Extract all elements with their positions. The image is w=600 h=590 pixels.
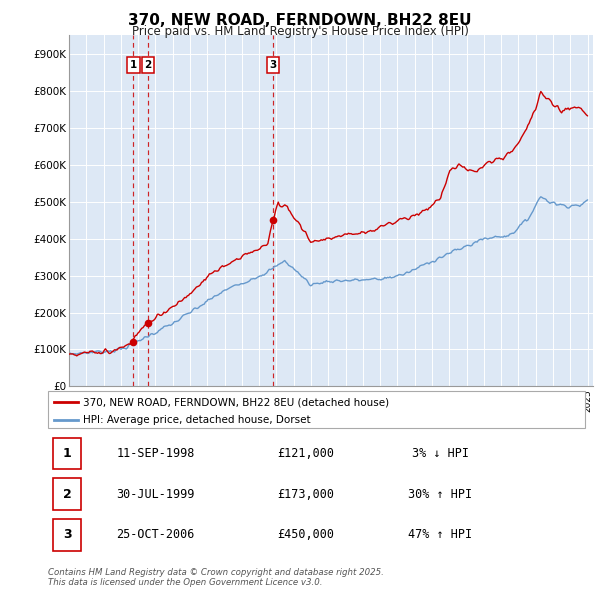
Text: 1: 1 xyxy=(63,447,72,460)
Text: 3: 3 xyxy=(63,528,71,541)
Text: £121,000: £121,000 xyxy=(277,447,334,460)
Text: 370, NEW ROAD, FERNDOWN, BH22 8EU (detached house): 370, NEW ROAD, FERNDOWN, BH22 8EU (detac… xyxy=(83,397,389,407)
Text: HPI: Average price, detached house, Dorset: HPI: Average price, detached house, Dors… xyxy=(83,415,311,425)
Text: 2: 2 xyxy=(63,487,72,501)
Text: 2: 2 xyxy=(145,60,152,70)
Text: 30-JUL-1999: 30-JUL-1999 xyxy=(116,487,194,501)
Text: 1: 1 xyxy=(130,60,137,70)
Text: Price paid vs. HM Land Registry's House Price Index (HPI): Price paid vs. HM Land Registry's House … xyxy=(131,25,469,38)
Text: Contains HM Land Registry data © Crown copyright and database right 2025.
This d: Contains HM Land Registry data © Crown c… xyxy=(48,568,384,587)
Text: £173,000: £173,000 xyxy=(277,487,334,501)
FancyBboxPatch shape xyxy=(53,438,81,470)
FancyBboxPatch shape xyxy=(53,519,81,550)
Text: 3: 3 xyxy=(269,60,277,70)
Text: 11-SEP-1998: 11-SEP-1998 xyxy=(116,447,194,460)
Text: 370, NEW ROAD, FERNDOWN, BH22 8EU: 370, NEW ROAD, FERNDOWN, BH22 8EU xyxy=(128,13,472,28)
Text: 47% ↑ HPI: 47% ↑ HPI xyxy=(408,528,472,541)
FancyBboxPatch shape xyxy=(53,478,81,510)
Text: £450,000: £450,000 xyxy=(277,528,334,541)
Text: 25-OCT-2006: 25-OCT-2006 xyxy=(116,528,194,541)
Text: 30% ↑ HPI: 30% ↑ HPI xyxy=(408,487,472,501)
Text: 3% ↓ HPI: 3% ↓ HPI xyxy=(412,447,469,460)
